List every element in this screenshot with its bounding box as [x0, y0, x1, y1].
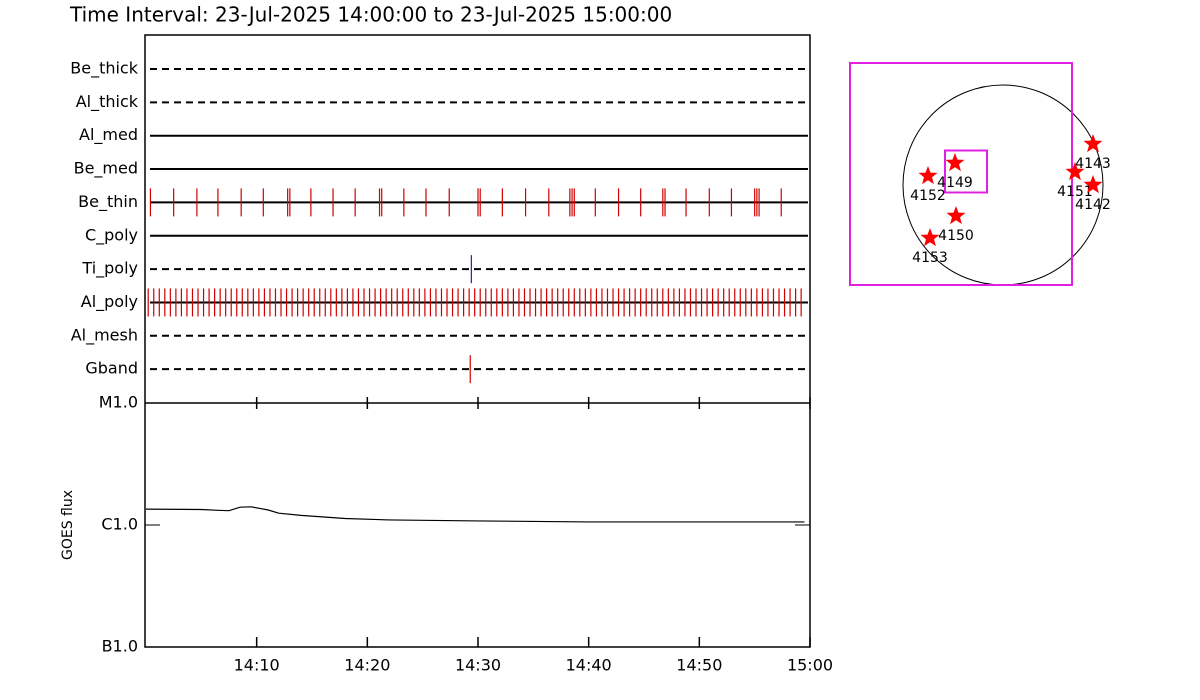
region-label: 4150	[938, 228, 974, 244]
active-region	[1083, 134, 1103, 153]
active-region	[1083, 175, 1103, 194]
active-region	[918, 166, 938, 185]
x-tick-label: 14:40	[566, 656, 612, 675]
x-tick-label: 14:30	[455, 656, 501, 675]
x-tick-label: 15:00	[787, 656, 833, 675]
row-label: C_poly	[85, 225, 138, 245]
row-label: Al_mesh	[71, 325, 138, 345]
active-region	[946, 206, 966, 225]
y-tick-label: C1.0	[101, 515, 138, 534]
row-label: Be_thick	[70, 59, 138, 79]
row-label: Al_poly	[81, 292, 138, 312]
region-label: 4149	[937, 175, 973, 191]
y-axis-label: GOES flux	[60, 490, 76, 560]
row-label: Be_thin	[78, 192, 138, 212]
y-tick-label: B1.0	[102, 637, 138, 656]
chart-title: Time Interval: 23-Jul-2025 14:00:00 to 2…	[69, 3, 672, 27]
row-label: Ti_poly	[81, 259, 138, 279]
row-label: Al_med	[79, 125, 138, 145]
plot-frame	[144, 34, 811, 648]
active-region	[920, 228, 940, 247]
y-tick-label: M1.0	[99, 393, 138, 412]
fov-box	[849, 62, 1073, 286]
row-label: Al_thick	[76, 92, 139, 112]
x-tick-label: 14:50	[676, 656, 722, 675]
region-label: 4153	[912, 250, 948, 266]
active-region	[945, 153, 965, 172]
row-label: Be_med	[74, 159, 138, 179]
x-tick-label: 14:10	[234, 656, 280, 675]
goes-line	[145, 506, 805, 523]
region-label: 4151	[1057, 184, 1093, 200]
region-label: 4152	[910, 188, 946, 204]
x-tick-label: 14:20	[344, 656, 390, 675]
region-label: 4142	[1075, 197, 1111, 213]
active-region	[1065, 162, 1085, 181]
region-label: 4143	[1075, 156, 1111, 172]
row-label: Gband	[85, 359, 138, 378]
fov-box	[944, 149, 988, 194]
